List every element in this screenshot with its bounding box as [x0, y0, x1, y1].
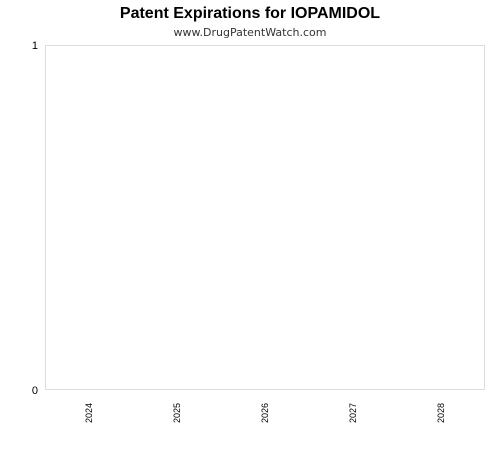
plot-area: [45, 45, 485, 390]
x-tick-label: 2026: [260, 403, 270, 423]
y-tick-label: 1: [32, 40, 38, 52]
chart-title: Patent Expirations for IOPAMIDOL: [120, 5, 380, 22]
y-axis-ticks: 01: [32, 40, 38, 397]
x-tick-label: 2027: [348, 403, 358, 423]
x-tick-label: 2028: [436, 403, 446, 423]
chart-subtitle: www.DrugPatentWatch.com: [174, 26, 327, 39]
y-tick-label: 0: [32, 385, 38, 397]
x-tick-label: 2025: [172, 403, 182, 423]
x-axis-ticks: 2024 2025 2026 2027 2028: [84, 403, 446, 423]
x-tick-label: 2024: [84, 403, 94, 423]
